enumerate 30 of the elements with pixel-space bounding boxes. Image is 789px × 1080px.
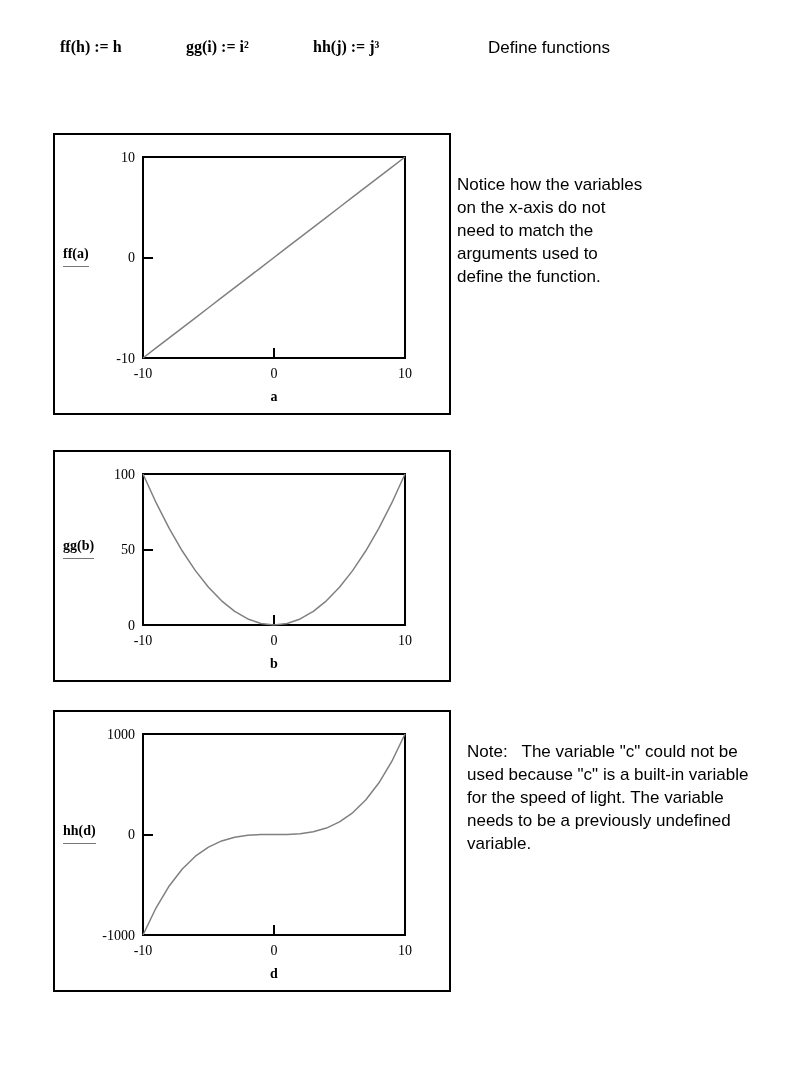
x-tick-label: 0 [270, 942, 278, 958]
y-tick-label: 0 [128, 827, 135, 842]
x-tick-label: 0 [270, 365, 278, 381]
y-tick-label: 1000 [107, 726, 135, 742]
text: Note: The variable "c" could not be used because "c" is a built-in variable for the speed of light. The variable needs to be a previously undefined variable. [467, 741, 750, 855]
y-tick-label: -1000 [102, 927, 135, 943]
text: hh(j) := j³ [313, 38, 380, 56]
x-tick-label: 0 [270, 632, 278, 648]
text: Notice how the variables on the x-axis do not need to match the arguments used to define the function. [457, 174, 644, 288]
y-tick-label: 100 [114, 466, 135, 482]
y-tick-label: 0 [128, 617, 135, 633]
x-tick-label: 10 [398, 942, 412, 958]
y-tick-label: 10 [121, 149, 135, 165]
x-axis-title: b [269, 656, 279, 672]
line-series [142, 156, 406, 359]
y-tick-label: -10 [116, 350, 135, 366]
y-axis-title: gg(b) [63, 537, 95, 559]
text: Define functions [488, 38, 610, 58]
y-tick-label: 0 [128, 250, 135, 265]
x-axis-title: a [269, 389, 279, 405]
text: gg(i) := i² [186, 38, 249, 56]
text: ff(h) := h [60, 38, 122, 56]
x-tick-label: 10 [398, 365, 412, 381]
line-series [142, 733, 406, 936]
x-axis-title: d [269, 966, 279, 982]
y-axis-title: ff(a) [63, 245, 89, 267]
line-series [142, 473, 406, 626]
x-tick-label: 10 [398, 632, 412, 648]
y-axis-title: hh(d) [63, 822, 96, 844]
y-tick-label: 50 [121, 542, 135, 557]
